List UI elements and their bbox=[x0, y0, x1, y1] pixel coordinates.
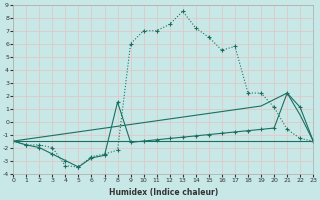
X-axis label: Humidex (Indice chaleur): Humidex (Indice chaleur) bbox=[108, 188, 218, 197]
